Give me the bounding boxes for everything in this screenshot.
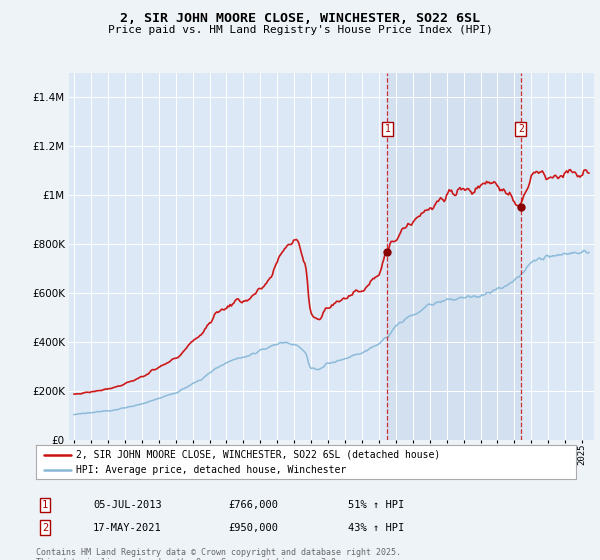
Text: 1: 1 <box>42 500 48 510</box>
Bar <box>388 73 521 440</box>
Text: Price paid vs. HM Land Registry's House Price Index (HPI): Price paid vs. HM Land Registry's House … <box>107 25 493 35</box>
Text: Contains HM Land Registry data © Crown copyright and database right 2025.
This d: Contains HM Land Registry data © Crown c… <box>36 548 401 560</box>
Text: 51% ↑ HPI: 51% ↑ HPI <box>348 500 404 510</box>
Text: 1: 1 <box>385 124 391 134</box>
Text: 17-MAY-2021: 17-MAY-2021 <box>93 522 162 533</box>
Text: 2, SIR JOHN MOORE CLOSE, WINCHESTER, SO22 6SL: 2, SIR JOHN MOORE CLOSE, WINCHESTER, SO2… <box>120 12 480 25</box>
Text: £766,000: £766,000 <box>228 500 278 510</box>
Text: HPI: Average price, detached house, Winchester: HPI: Average price, detached house, Winc… <box>77 465 347 475</box>
Text: 05-JUL-2013: 05-JUL-2013 <box>93 500 162 510</box>
Text: 2, SIR JOHN MOORE CLOSE, WINCHESTER, SO22 6SL (detached house): 2, SIR JOHN MOORE CLOSE, WINCHESTER, SO2… <box>77 450 441 460</box>
Text: £950,000: £950,000 <box>228 522 278 533</box>
Text: 43% ↑ HPI: 43% ↑ HPI <box>348 522 404 533</box>
Text: 2: 2 <box>42 522 48 533</box>
Text: 2: 2 <box>518 124 524 134</box>
